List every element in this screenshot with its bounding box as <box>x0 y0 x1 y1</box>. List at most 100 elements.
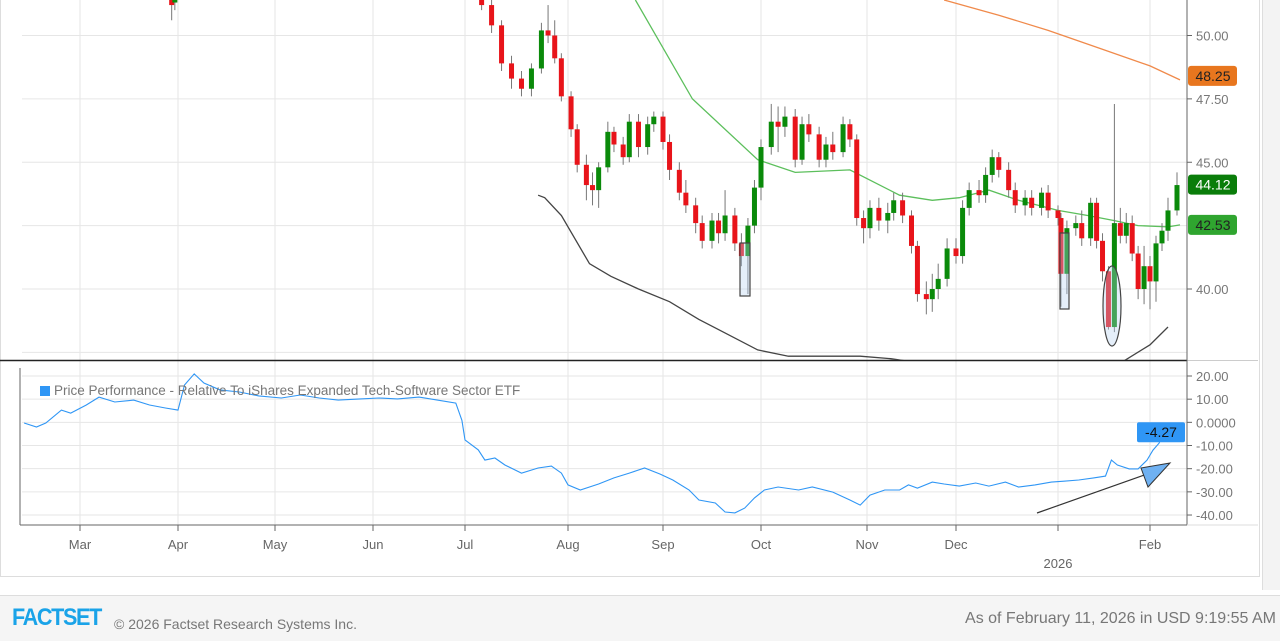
price-label-text: 42.53 <box>1195 217 1230 233</box>
annotation-arrow-line <box>1036 472 1151 514</box>
moving-average-long <box>943 0 1181 81</box>
annotation-rectangle <box>739 242 751 297</box>
x-tick-label: Nov <box>855 537 879 552</box>
candle-body <box>867 207 873 229</box>
candle-body <box>1012 190 1018 206</box>
candle-body <box>768 121 774 148</box>
candle-body <box>983 174 989 196</box>
candle-body <box>830 144 836 153</box>
candle-body <box>172 0 178 3</box>
candle-body <box>960 207 966 257</box>
candle-body <box>528 68 534 89</box>
candle-body <box>479 0 485 6</box>
candle-body <box>651 116 657 125</box>
price-plot <box>169 0 1181 360</box>
candle-body <box>499 25 505 64</box>
candle-body <box>660 116 666 142</box>
candle-body <box>596 167 602 191</box>
x-tick-label: Aug <box>556 537 579 552</box>
annotation-arrow-head <box>1140 462 1172 488</box>
candle-body <box>816 134 822 160</box>
candle-body <box>891 200 897 213</box>
candle-body <box>1153 243 1159 282</box>
candle-body <box>489 5 495 26</box>
x-tick-label: Dec <box>944 537 968 552</box>
candle-body <box>545 30 551 36</box>
legend: Price Performance - Relative To iShares … <box>40 383 520 398</box>
copyright: © 2026 Factset Research Systems Inc. <box>114 616 357 632</box>
candle-body <box>1123 223 1129 236</box>
candle-body <box>944 248 950 279</box>
candle-body <box>605 131 611 168</box>
annotation-ellipse <box>1102 265 1122 347</box>
candle-body <box>885 212 891 221</box>
legend-text: Price Performance - Relative To iShares … <box>54 383 521 398</box>
candle-body <box>716 220 722 234</box>
candle-body <box>823 144 829 160</box>
candle-body <box>1022 197 1028 206</box>
price-label-badge <box>1188 65 1237 86</box>
rel-y-tick-label: -10.00 <box>1196 439 1233 454</box>
candle-body <box>732 215 738 244</box>
candle-body <box>775 121 781 127</box>
candle-body <box>935 278 941 290</box>
candle-body <box>699 223 705 241</box>
legend-swatch <box>40 385 50 396</box>
candle-body <box>976 190 982 196</box>
relative-performance-line <box>23 373 1181 514</box>
candle-body <box>1147 266 1153 282</box>
candle-body <box>1117 223 1123 236</box>
candle-body <box>1111 223 1117 328</box>
rel-y-tick-label: 10.00 <box>1196 392 1229 407</box>
as-of-timestamp: As of February 11, 2026 in USD 9:19:55 A… <box>965 610 1276 627</box>
candle-body <box>1100 240 1106 272</box>
candle-body <box>792 116 798 160</box>
x-tick-label: Jul <box>457 537 474 552</box>
candle-body <box>953 248 959 257</box>
candle-body <box>1165 210 1171 231</box>
annotation-rectangle <box>1059 232 1070 310</box>
y-tick-label: 45.00 <box>1196 155 1229 170</box>
candle-body <box>1174 185 1180 211</box>
candle-body <box>854 139 860 219</box>
candle-body <box>1105 271 1111 328</box>
candle-body <box>1135 253 1141 290</box>
candle-body <box>1064 228 1070 274</box>
lower-band-line <box>537 194 1169 360</box>
candle-body <box>645 124 651 148</box>
price-label-badge <box>1188 174 1237 195</box>
candle-body <box>758 147 764 188</box>
candle-body <box>996 157 1002 170</box>
factset-logo: FACTSET <box>12 604 102 631</box>
x-tick-label: May <box>263 537 288 552</box>
x-tick-label: Jun <box>363 537 384 552</box>
candle-body <box>583 164 589 186</box>
candle-body <box>806 124 812 135</box>
rel-y-tick-label: -30.00 <box>1196 485 1233 500</box>
y-tick-label: 40.00 <box>1196 282 1229 297</box>
candle-body <box>1039 192 1045 208</box>
x-tick-label: Oct <box>751 537 772 552</box>
candle-body <box>929 289 935 300</box>
candle-body <box>876 207 882 221</box>
candle-body <box>900 200 906 216</box>
scrollbar[interactable] <box>1262 0 1280 590</box>
rel-y-tick-label: -40.00 <box>1196 508 1233 523</box>
rel-y-tick-label: 0.0000 <box>1196 415 1236 430</box>
candle-body <box>509 63 515 79</box>
candle-body <box>751 187 757 226</box>
candle-body <box>1073 223 1079 229</box>
candle-body <box>552 35 558 59</box>
candle-body <box>914 245 920 295</box>
candle-body <box>1006 169 1012 191</box>
chart-svg: 50.00 47.50 45.00 40.00 20.00 10.00 0.0000 -10.… <box>0 0 1258 571</box>
x-tick-label: Sep <box>651 537 674 552</box>
candle-body <box>1058 218 1064 274</box>
footer: FACTSET © 2026 Factset Research Systems … <box>0 595 1280 641</box>
candle-body <box>1088 202 1094 239</box>
candle-body <box>620 144 626 158</box>
candle-body <box>635 121 641 148</box>
candle-body <box>840 124 846 153</box>
candle-body <box>738 243 744 257</box>
candle-body <box>1094 202 1100 241</box>
